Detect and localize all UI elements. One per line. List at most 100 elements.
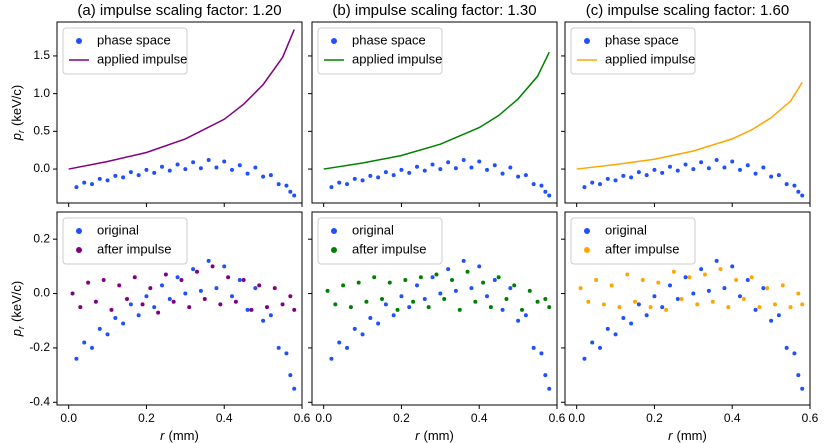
- legend-box: [570, 217, 696, 265]
- point: [543, 296, 548, 301]
- point: [461, 258, 466, 263]
- point: [633, 299, 637, 304]
- point: [776, 173, 781, 178]
- point: [341, 283, 346, 288]
- point: [206, 258, 211, 263]
- plot-area: [323, 51, 552, 198]
- point: [761, 165, 766, 170]
- point: [265, 305, 269, 310]
- point: [152, 305, 157, 310]
- point: [117, 283, 122, 288]
- point: [706, 288, 711, 293]
- point: [268, 173, 273, 178]
- point: [128, 302, 133, 307]
- point: [699, 267, 704, 272]
- point: [337, 180, 342, 185]
- x-tick-label: 0.4: [724, 411, 741, 425]
- point: [722, 165, 727, 170]
- point: [543, 189, 548, 194]
- point: [722, 286, 727, 291]
- point: [144, 294, 149, 299]
- point: [136, 313, 141, 318]
- point: [292, 386, 297, 391]
- point: [276, 345, 281, 350]
- legend-marker: [76, 228, 82, 234]
- point: [352, 326, 357, 331]
- axes-frame: [56, 211, 303, 406]
- x-axis-label: r (mm): [160, 428, 199, 443]
- point: [105, 178, 110, 183]
- point: [74, 356, 79, 361]
- point: [598, 182, 602, 187]
- point: [90, 345, 94, 350]
- point: [718, 267, 723, 272]
- y-axis-label: pr (keV/c): [9, 85, 26, 141]
- point: [601, 302, 606, 307]
- legend-label: applied impulse: [352, 51, 442, 66]
- point: [391, 173, 396, 178]
- y-tick-label: 0.0: [33, 286, 50, 300]
- point: [578, 286, 583, 291]
- x-axis-label: r (mm): [668, 428, 707, 443]
- x-tick-label: 0.6: [294, 411, 311, 425]
- point: [598, 345, 602, 350]
- point: [691, 291, 696, 296]
- point: [652, 167, 657, 172]
- plot-area: [68, 29, 297, 198]
- legend-label: phase space: [605, 32, 679, 47]
- point: [183, 167, 188, 172]
- point: [411, 299, 416, 304]
- point: [446, 267, 451, 272]
- point: [160, 283, 164, 288]
- x-tick-label: 0.2: [646, 411, 663, 425]
- point: [586, 299, 591, 304]
- point: [284, 351, 289, 356]
- point: [337, 340, 342, 345]
- legend-label: original: [352, 222, 394, 237]
- point: [226, 275, 231, 280]
- point: [368, 316, 373, 321]
- point: [442, 296, 447, 301]
- point: [132, 275, 137, 280]
- point: [105, 332, 110, 337]
- point: [288, 373, 293, 378]
- point: [477, 159, 482, 164]
- legend-marker: [76, 38, 82, 44]
- x-tick-label: 0.4: [471, 411, 488, 425]
- point: [280, 302, 285, 307]
- point: [82, 340, 87, 345]
- point: [741, 296, 746, 301]
- panel: (a) impulse scaling factor: 1.20 0.0 0.5 1.…: [9, 2, 303, 207]
- line: [323, 51, 550, 170]
- point: [376, 175, 381, 180]
- point: [539, 351, 544, 356]
- point: [617, 305, 622, 310]
- point: [121, 175, 126, 180]
- legend-label: applied impulse: [97, 51, 187, 66]
- point: [683, 275, 688, 280]
- point: [383, 302, 388, 307]
- point: [508, 165, 513, 170]
- point: [222, 159, 227, 164]
- point: [516, 174, 521, 179]
- point: [660, 305, 665, 310]
- legend-label: phase space: [97, 32, 171, 47]
- point: [407, 305, 412, 310]
- x-label-symbol: r: [668, 428, 673, 443]
- point: [128, 170, 133, 175]
- point: [284, 183, 289, 188]
- point: [473, 299, 478, 304]
- point: [345, 182, 349, 187]
- legend-marker: [584, 247, 590, 253]
- x-tick-label: 0.2: [138, 411, 155, 425]
- point: [171, 299, 176, 304]
- point: [800, 302, 805, 307]
- point: [380, 296, 384, 301]
- line: [576, 81, 803, 170]
- y-label-symbol: p: [9, 133, 24, 141]
- point: [769, 174, 774, 179]
- point: [671, 269, 676, 274]
- y-tick-label: -0.2: [29, 340, 50, 354]
- point: [253, 165, 258, 170]
